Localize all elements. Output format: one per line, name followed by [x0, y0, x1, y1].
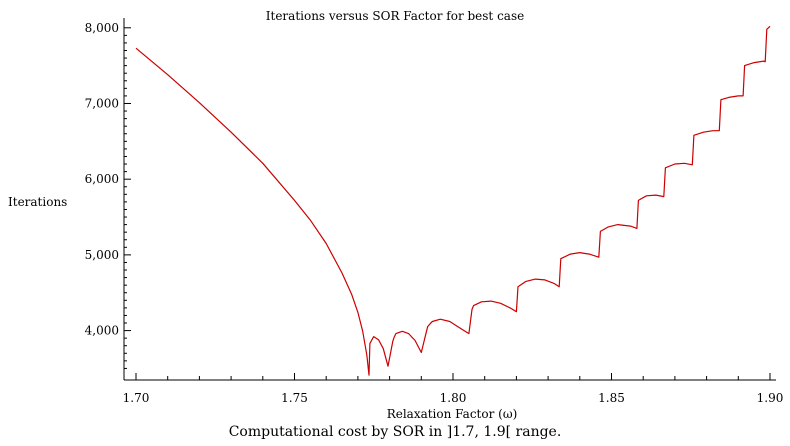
x-tick-label: 1.85: [598, 391, 625, 405]
x-axis-label: Relaxation Factor (ω): [387, 407, 518, 421]
y-tick-label: 4,000: [85, 324, 119, 338]
x-tick-label: 1.90: [757, 391, 784, 405]
x-tick-label: 1.70: [123, 391, 150, 405]
y-ticks: 4,000 5,000 6,000 7,000 8,000: [85, 21, 131, 369]
x-ticks: 1.70 1.75 1.80 1.85 1.90: [123, 373, 784, 405]
y-tick-label: 8,000: [85, 21, 119, 35]
y-tick-label: 5,000: [85, 248, 119, 262]
x-tick-label: 1.75: [281, 391, 308, 405]
x-tick-label: 1.80: [440, 391, 467, 405]
y-axis-label: Iterations: [8, 195, 67, 209]
y-tick-label: 7,000: [85, 96, 119, 110]
series-line: [135, 25, 771, 376]
figure-caption: Computational cost by SOR in ]1.7, 1.9[ …: [228, 424, 562, 440]
y-tick-label: 6,000: [85, 172, 119, 186]
plot-area: [135, 25, 771, 376]
chart-title: Iterations versus SOR Factor for best ca…: [266, 9, 524, 23]
